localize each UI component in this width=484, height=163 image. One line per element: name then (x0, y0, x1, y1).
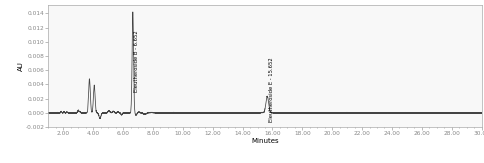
Y-axis label: AU: AU (18, 61, 24, 71)
Text: Eleutheroside E - 15.652: Eleutheroside E - 15.652 (269, 57, 274, 122)
Text: Eleutheroside B - 6.652: Eleutheroside B - 6.652 (134, 30, 139, 92)
X-axis label: Minutes: Minutes (251, 138, 279, 144)
